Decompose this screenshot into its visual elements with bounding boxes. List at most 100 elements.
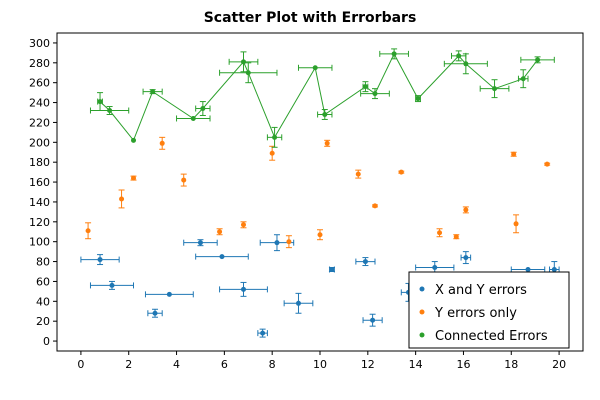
legend-marker: [419, 309, 425, 315]
data-point: [525, 267, 531, 273]
data-point: [513, 221, 519, 227]
data-point: [181, 177, 187, 183]
data-point: [150, 89, 156, 95]
legend: X and Y errors Y errors only Connected Err…: [408, 271, 570, 349]
data-point: [269, 150, 275, 156]
legend-marker: [419, 332, 425, 338]
data-point: [432, 265, 438, 271]
data-point: [437, 230, 443, 236]
data-point: [535, 57, 541, 63]
legend-label: Connected Errors: [435, 329, 548, 344]
y-tick-label: 220: [29, 116, 50, 129]
data-point: [200, 106, 206, 112]
legend-label: Y errors only: [434, 306, 517, 321]
data-point: [372, 91, 378, 97]
y-tick-label: 40: [36, 295, 50, 308]
data-point: [372, 203, 378, 209]
legend-box: [408, 271, 570, 349]
data-point: [415, 96, 421, 102]
y-tick-label: 140: [29, 196, 50, 209]
data-point: [219, 254, 225, 260]
x-tick-label: 4: [173, 358, 180, 371]
data-point: [370, 317, 376, 323]
data-point: [119, 196, 125, 202]
data-point: [131, 137, 137, 143]
x-tick-label: 8: [269, 358, 276, 371]
data-point: [551, 267, 557, 273]
data-point: [453, 234, 459, 240]
y-tick-label: 300: [29, 37, 50, 50]
y-tick-label: 20: [36, 315, 50, 328]
data-point: [152, 310, 158, 316]
x-tick-label: 14: [409, 358, 423, 371]
data-point: [362, 84, 368, 90]
data-point: [240, 59, 246, 65]
data-point: [107, 108, 113, 114]
series-1: [80, 234, 560, 338]
x-tick-label: 16: [456, 358, 470, 371]
data-point: [456, 53, 462, 59]
data-point: [274, 240, 280, 246]
series-2: [85, 136, 551, 249]
data-point: [245, 70, 251, 76]
data-point: [197, 240, 203, 246]
y-tick-label: 180: [29, 156, 50, 169]
y-tick-label: 0: [43, 335, 50, 348]
y-tick-label: 60: [36, 275, 50, 288]
data-point: [85, 228, 91, 234]
legend-label: X and Y errors: [435, 283, 527, 298]
data-point: [272, 134, 278, 140]
data-point: [260, 330, 266, 336]
y-axis: 0 20 40 60 80 100 120 140 160 180 200 220 240 260 280 3…: [29, 37, 57, 348]
data-point: [355, 171, 361, 177]
data-point: [362, 259, 368, 265]
data-point: [97, 257, 103, 263]
data-point: [391, 51, 397, 57]
data-point: [166, 291, 172, 297]
y-tick-label: 120: [29, 216, 50, 229]
series-layer: [80, 48, 560, 338]
x-tick-label: 6: [221, 358, 228, 371]
y-tick-label: 280: [29, 57, 50, 70]
data-point: [312, 65, 318, 71]
y-tick-label: 100: [29, 236, 50, 249]
data-point: [463, 255, 469, 261]
data-point: [322, 111, 328, 117]
data-point: [97, 99, 103, 105]
x-axis: 0 2 4 6 8 10 12 14 16 18 20: [77, 351, 566, 371]
x-tick-label: 0: [77, 358, 84, 371]
data-point: [329, 267, 335, 273]
y-tick-label: 80: [36, 256, 50, 269]
data-point: [492, 86, 498, 92]
data-point: [217, 229, 223, 235]
series-3: [89, 48, 555, 148]
data-point: [295, 300, 301, 306]
x-tick-label: 20: [552, 358, 566, 371]
data-point: [109, 282, 115, 288]
data-point: [240, 286, 246, 292]
data-point: [131, 175, 137, 181]
x-tick-label: 12: [361, 358, 375, 371]
data-point: [463, 207, 469, 213]
data-point: [398, 169, 404, 175]
data-point: [286, 239, 292, 245]
y-tick-label: 200: [29, 136, 50, 149]
x-tick-label: 10: [313, 358, 327, 371]
chart-title: Scatter Plot with Errorbars: [204, 10, 417, 26]
data-point: [190, 115, 196, 121]
data-point: [520, 76, 526, 82]
y-tick-label: 260: [29, 77, 50, 90]
data-point: [544, 161, 550, 167]
data-point: [511, 151, 517, 157]
data-point: [324, 140, 330, 146]
data-point: [240, 222, 246, 228]
y-tick-label: 160: [29, 176, 50, 189]
x-tick-label: 2: [125, 358, 132, 371]
legend-marker: [419, 286, 425, 292]
y-tick-label: 240: [29, 97, 50, 110]
data-point: [159, 140, 165, 146]
x-tick-label: 18: [504, 358, 518, 371]
data-point: [463, 61, 469, 67]
data-point: [317, 232, 323, 238]
